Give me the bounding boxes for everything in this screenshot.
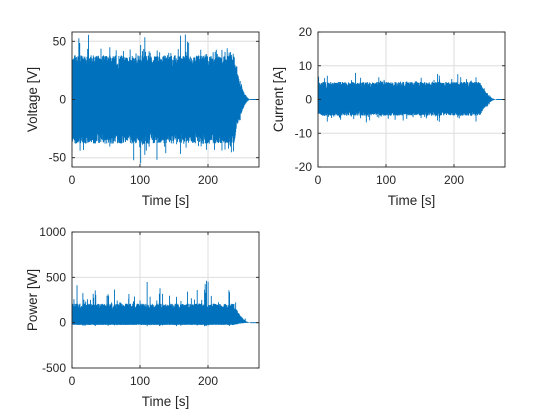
power-y-tick-label: 500 xyxy=(46,270,66,284)
power-series-line xyxy=(72,280,259,327)
voltage-y-axis-label: Voltage [V] xyxy=(25,67,40,132)
voltage-y-tick-label: 50 xyxy=(53,34,67,48)
power-x-tick-label: 100 xyxy=(130,374,150,388)
current-x-tick-label: 0 xyxy=(315,173,322,187)
voltage-x-tick-label: 0 xyxy=(69,173,76,187)
current-y-tick-label: 10 xyxy=(299,59,313,73)
power-plot-area xyxy=(72,232,259,368)
voltage-x-tick-label: 100 xyxy=(130,173,150,187)
power-x-tick-label: 200 xyxy=(198,374,218,388)
voltage-y-tick-label: 0 xyxy=(59,93,66,107)
current-chart: 0 100 200 -20 -10 0 10 20 Time [s] Current [A] xyxy=(271,25,506,208)
power-axes-box xyxy=(71,231,260,369)
current-y-tick-label: -10 xyxy=(295,126,313,140)
current-x-tick-label: 100 xyxy=(376,173,396,187)
voltage-series-line xyxy=(72,34,259,164)
voltage-x-axis-label: Time [s] xyxy=(142,193,190,208)
current-y-axis-label: Current [A] xyxy=(271,67,286,132)
voltage-y-tick-label: -50 xyxy=(49,151,67,165)
current-y-tick-label: -20 xyxy=(295,160,313,174)
current-series-line xyxy=(318,73,505,123)
current-x-tick-label: 200 xyxy=(444,173,464,187)
power-y-axis-label: Power [W] xyxy=(25,269,40,331)
current-y-tick-label: 0 xyxy=(305,93,312,107)
power-x-axis-label: Time [s] xyxy=(142,394,190,409)
power-y-tick-label: 1000 xyxy=(39,225,66,239)
power-y-tick-label: 0 xyxy=(59,316,66,330)
current-x-axis-label: Time [s] xyxy=(388,193,436,208)
voltage-x-tick-label: 200 xyxy=(198,173,218,187)
power-x-tick-label: 0 xyxy=(69,374,76,388)
current-y-tick-label: 20 xyxy=(299,25,313,39)
power-y-tick-label: -500 xyxy=(42,361,66,375)
